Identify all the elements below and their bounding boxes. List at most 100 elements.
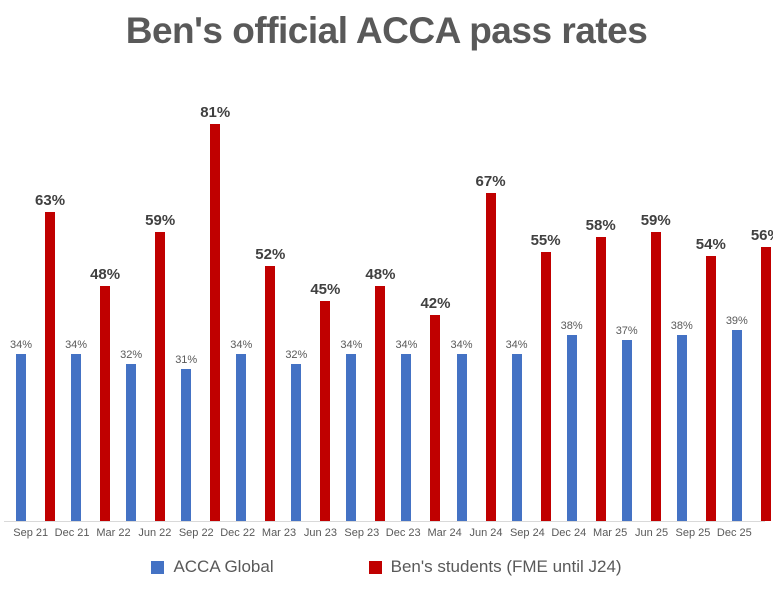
value-label: 59% [145, 211, 176, 229]
category-label: Sep 24 [509, 527, 545, 539]
category-label: Sep 25 [675, 527, 711, 539]
bar-group: 34% 55% [506, 231, 561, 521]
bar-column: 32% [120, 350, 142, 521]
value-label: 48% [90, 265, 121, 283]
bar-group: 39% 56% [726, 228, 773, 521]
bar-column: 42% [420, 295, 451, 521]
value-label: 34% [340, 339, 363, 352]
bar-group: 34% 52% [230, 247, 285, 521]
category-axis: Sep 21 Dec 21 Mar 22 Jun 22 Sep 22 Dec 22 Mar … [4, 527, 765, 539]
category-label: Mar 23 [261, 527, 297, 539]
category-label: Sep 22 [178, 527, 214, 539]
value-label: 31% [175, 354, 198, 367]
bar [181, 369, 192, 521]
bar-column: 58% [586, 218, 616, 521]
legend-swatch-red [368, 560, 382, 574]
bar-column: 34% [340, 340, 362, 521]
bar [731, 329, 742, 521]
value-label: 45% [310, 280, 341, 298]
bar-column: 34% [10, 340, 32, 521]
bar-column: 34% [65, 340, 87, 521]
bar [511, 354, 522, 521]
bar-column: 31% [175, 355, 197, 521]
category-label: Mar 24 [427, 527, 462, 539]
legend-item-acca-global: ACCA Global [151, 557, 274, 577]
bar-column: 59% [641, 213, 671, 521]
bar [236, 354, 247, 521]
value-label: 56% [750, 226, 773, 244]
bar-column: 37% [615, 324, 638, 521]
value-label: 34% [450, 339, 473, 352]
bar [155, 231, 166, 521]
bar-column: 52% [255, 247, 285, 521]
legend-item-bens-students: Ben's students (FME until J24) [368, 557, 622, 577]
bar-column: 38% [670, 319, 693, 521]
category-label: Dec 21 [54, 527, 90, 539]
value-label: 34% [10, 339, 33, 352]
legend-swatch-blue [151, 560, 165, 574]
bar [265, 266, 276, 521]
bar-group: 38% 58% [561, 218, 616, 521]
bar [210, 124, 221, 521]
plot-area: 34% 63% 34% 48% 32% 59% 31% 81% 34% 52% 32% 45% 34% 4… [4, 85, 773, 522]
category-label: Dec 24 [551, 527, 587, 539]
bar-column: 54% [696, 237, 726, 521]
value-label: 55% [530, 231, 561, 249]
bar-column: 81% [200, 105, 230, 521]
value-label: 37% [615, 324, 638, 337]
bar [621, 339, 632, 521]
value-label: 34% [230, 339, 253, 352]
bar-column: 38% [560, 319, 583, 521]
category-label: Dec 25 [716, 527, 752, 539]
value-label: 34% [65, 339, 88, 352]
bar [100, 285, 111, 521]
value-label: 54% [695, 236, 726, 254]
value-label: 67% [475, 172, 506, 190]
bar-group: 37% 59% [616, 213, 671, 521]
category-label: Mar 22 [96, 527, 131, 539]
bar [16, 354, 27, 521]
value-label: 58% [585, 216, 616, 234]
category-label: Mar 25 [593, 527, 628, 539]
bar [650, 231, 661, 521]
value-label: 38% [670, 319, 693, 332]
bar-column: 48% [90, 267, 120, 521]
bar [45, 212, 56, 521]
category-label: Jun 25 [635, 527, 669, 539]
legend-label-bens-students: Ben's students (FME until J24) [390, 557, 622, 576]
bar [595, 236, 606, 521]
category-label: Jun 22 [138, 527, 172, 539]
value-label: 81% [200, 104, 231, 122]
bar-column: 48% [365, 267, 395, 521]
bar [456, 354, 467, 521]
bar-column: 34% [506, 340, 528, 521]
category-label: Dec 22 [220, 527, 256, 539]
bar [291, 364, 302, 521]
bar [540, 251, 551, 521]
bar-group: 34% 48% [340, 267, 395, 521]
bar [401, 354, 412, 521]
bar-column: 45% [310, 280, 341, 521]
value-label: 38% [560, 319, 583, 332]
bar [126, 364, 137, 521]
value-label: 42% [420, 295, 451, 313]
legend-label-acca-global: ACCA Global [173, 557, 274, 576]
chart-title: Ben's official ACCA pass rates [125, 10, 648, 51]
category-label: Jun 24 [469, 527, 503, 539]
value-label: 63% [35, 192, 66, 210]
bar [566, 334, 577, 521]
value-label: 34% [505, 339, 528, 352]
bar [485, 192, 496, 521]
value-label: 48% [365, 265, 396, 283]
value-label: 34% [395, 339, 418, 352]
bar-column: 34% [451, 340, 473, 521]
category-label: Jun 23 [303, 527, 337, 539]
category-label: Dec 23 [385, 527, 421, 539]
legend: ACCA Global Ben's students (FME until J2… [0, 557, 773, 577]
value-label: 52% [255, 246, 286, 264]
bar-column: 34% [230, 340, 252, 521]
bar [676, 334, 687, 521]
bar [346, 354, 357, 521]
bar-column: 55% [530, 231, 561, 521]
